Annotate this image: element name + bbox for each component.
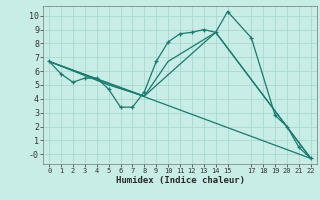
X-axis label: Humidex (Indice chaleur): Humidex (Indice chaleur) (116, 176, 244, 185)
